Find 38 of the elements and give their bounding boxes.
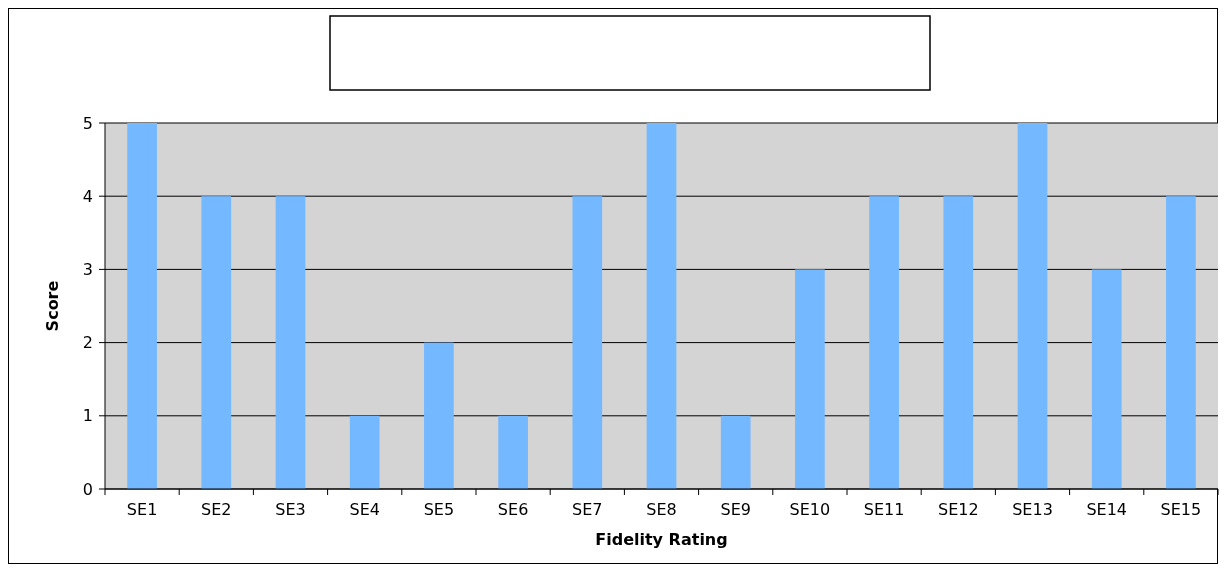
- y-tick-label: 3: [82, 260, 93, 279]
- y-tick-label: 0: [82, 479, 93, 499]
- bar: [275, 196, 306, 489]
- bar: [424, 342, 454, 489]
- x-axis-title: Fidelity Rating: [595, 530, 728, 549]
- x-tick-label: SE13: [1012, 500, 1053, 519]
- x-tick-label: SE5: [423, 500, 455, 519]
- bar: [127, 123, 157, 489]
- x-tick-label: SE1: [126, 500, 158, 519]
- y-tick-label: 5: [82, 113, 93, 133]
- x-tick-label: SE4: [349, 500, 380, 519]
- x-tick-label: SE10: [789, 500, 831, 519]
- bar: [795, 269, 825, 489]
- y-tick-label: 2: [82, 333, 93, 353]
- x-tick-label: SE8: [646, 500, 677, 519]
- x-tick-label: SE12: [937, 500, 979, 519]
- x-tick-label: SE14: [1086, 500, 1128, 519]
- bar: [349, 415, 380, 489]
- bar: [572, 196, 603, 489]
- bar: [498, 415, 528, 489]
- bar: [1091, 269, 1122, 489]
- x-tick-label: SE6: [497, 500, 529, 519]
- x-tick-label: SE3: [275, 500, 306, 519]
- x-tick-label: SE15: [1160, 500, 1202, 519]
- x-tick-label: SE7: [572, 500, 603, 519]
- y-tick-label: 1: [82, 406, 93, 426]
- x-tick-label: SE2: [201, 500, 232, 519]
- y-tick-label: 4: [82, 186, 93, 206]
- bar: [646, 123, 677, 489]
- x-tick-label: SE11: [863, 500, 905, 519]
- bar: [1017, 123, 1048, 489]
- bar: [201, 196, 232, 489]
- x-tick-label: SE9: [720, 500, 751, 519]
- y-axis-title: Score: [43, 280, 62, 332]
- bar: [1166, 196, 1196, 489]
- bar: [943, 196, 974, 489]
- bar: [720, 415, 751, 489]
- bar: [869, 196, 899, 489]
